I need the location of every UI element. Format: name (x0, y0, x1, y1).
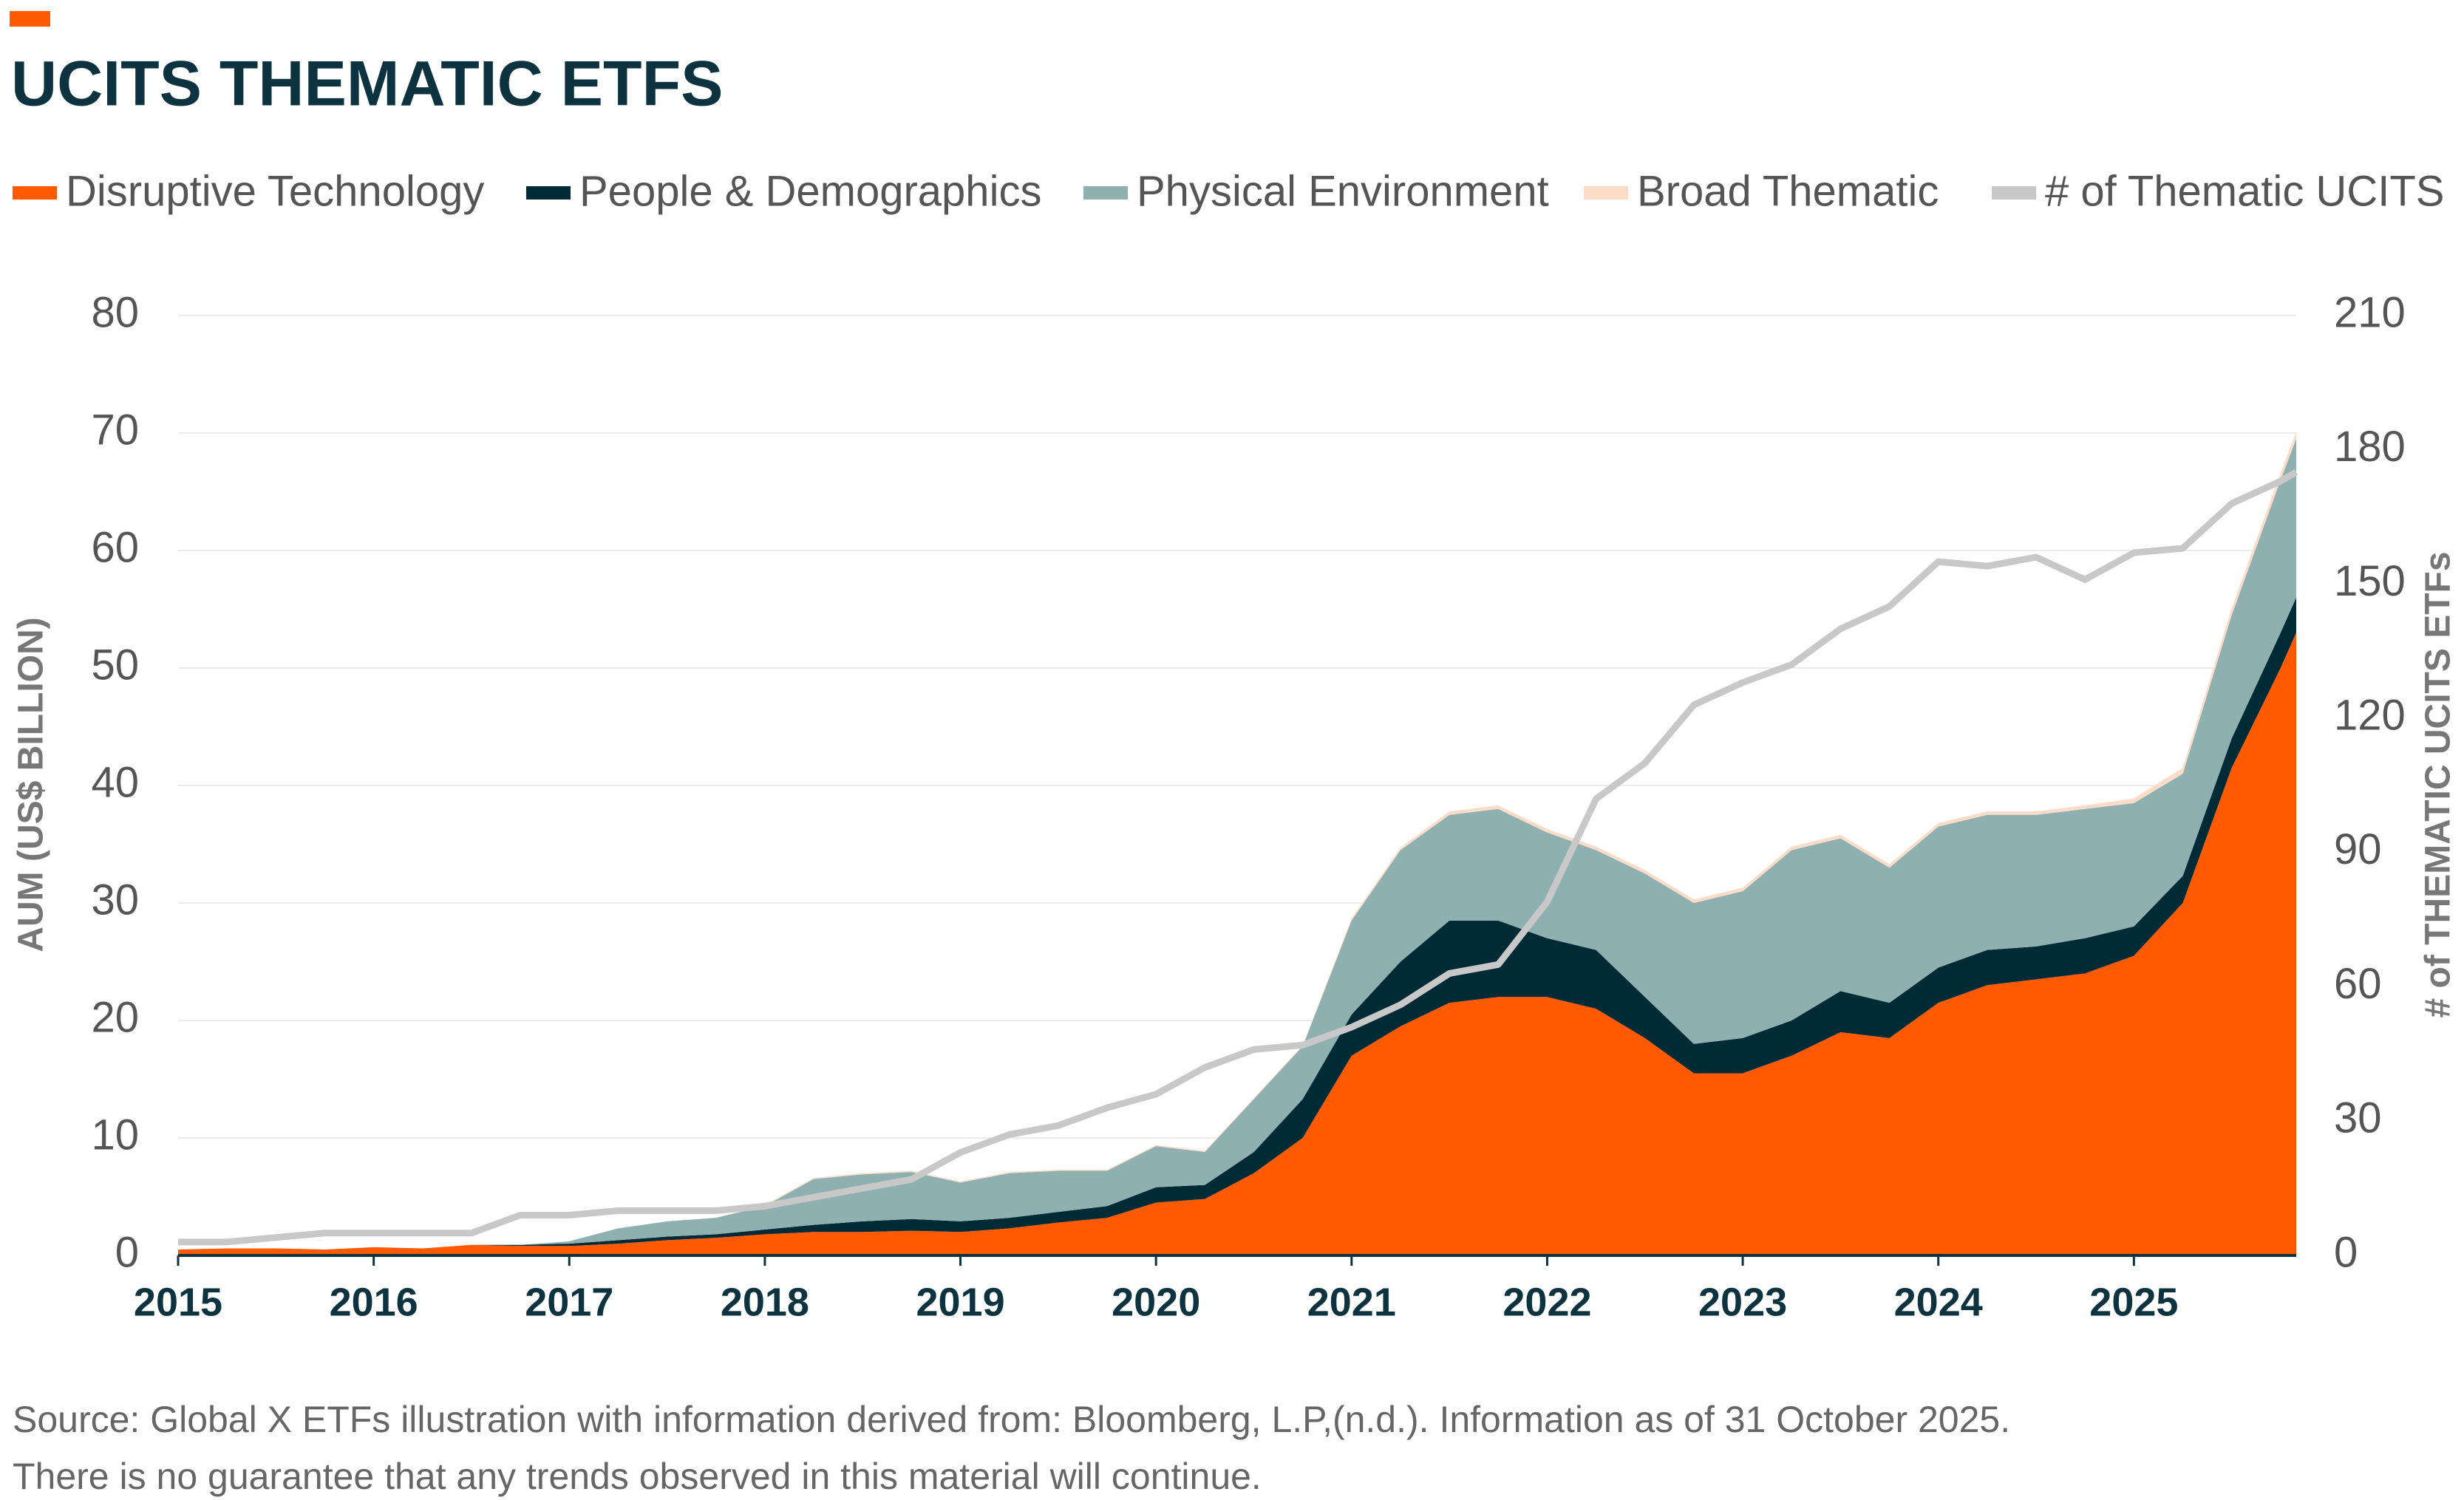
y2-tick-label: 60 (2334, 960, 2382, 1008)
y2-axis-title: # of THEMATIC UCITS ETFs (2419, 551, 2458, 1017)
y2-tick-label: 210 (2334, 288, 2406, 336)
y-tick-label: 60 (91, 523, 139, 571)
y-tick-label: 10 (91, 1111, 139, 1159)
x-tick-label: 2025 (2089, 1280, 2178, 1324)
y-tick-label: 0 (115, 1228, 139, 1276)
chart-title: UCITS THEMATIC ETFS (11, 49, 723, 120)
x-tick-label: 2023 (1698, 1280, 1787, 1324)
x-tick-label: 2018 (721, 1280, 809, 1324)
y2-tick-label: 120 (2334, 691, 2406, 739)
legend-swatch (1083, 186, 1128, 200)
y-tick-label: 80 (91, 288, 139, 336)
y2-tick-label: 0 (2334, 1228, 2358, 1276)
legend-label: Disruptive Technology (66, 167, 484, 215)
x-tick-label: 2024 (1894, 1280, 1983, 1324)
y-axis-title: AUM (US$ BILLION) (12, 617, 51, 952)
count-line (178, 469, 2298, 1246)
y2-tick-label: 180 (2334, 423, 2406, 471)
legend-swatch (526, 186, 571, 200)
x-tick-label: 2015 (134, 1280, 222, 1324)
x-tick-label: 2021 (1307, 1280, 1396, 1324)
x-tick-label: 2016 (330, 1280, 418, 1324)
y2-tick-label: 150 (2334, 557, 2406, 605)
x-tick-label: 2022 (1502, 1280, 1591, 1324)
legend-swatch (1992, 186, 2036, 200)
y2-tick-label: 30 (2334, 1094, 2382, 1142)
y-tick-label: 40 (91, 758, 139, 806)
y-tick-label: 50 (91, 641, 139, 689)
x-tick-label: 2020 (1112, 1280, 1200, 1324)
legend-swatch (1584, 186, 1628, 200)
area-band (178, 633, 2296, 1255)
legend-swatch (13, 186, 57, 200)
title-accent (10, 11, 50, 27)
y-tick-label: 20 (91, 993, 139, 1041)
legend-label: Physical Environment (1137, 167, 1549, 215)
y2-tick-label: 90 (2334, 825, 2382, 873)
x-tick-label: 2019 (916, 1280, 1004, 1324)
legend-label: # of Thematic UCITS (2045, 167, 2444, 215)
disclaimer-note: There is no guarantee that any trends ob… (13, 1456, 1262, 1497)
legend-label: Broad Thematic (1637, 167, 1939, 215)
y-tick-label: 30 (91, 876, 139, 924)
source-note: Source: Global X ETFs illustration with … (13, 1399, 2010, 1440)
legend-label: People & Demographics (579, 167, 1041, 215)
y-tick-label: 70 (91, 406, 139, 454)
x-tick-label: 2017 (525, 1280, 613, 1324)
